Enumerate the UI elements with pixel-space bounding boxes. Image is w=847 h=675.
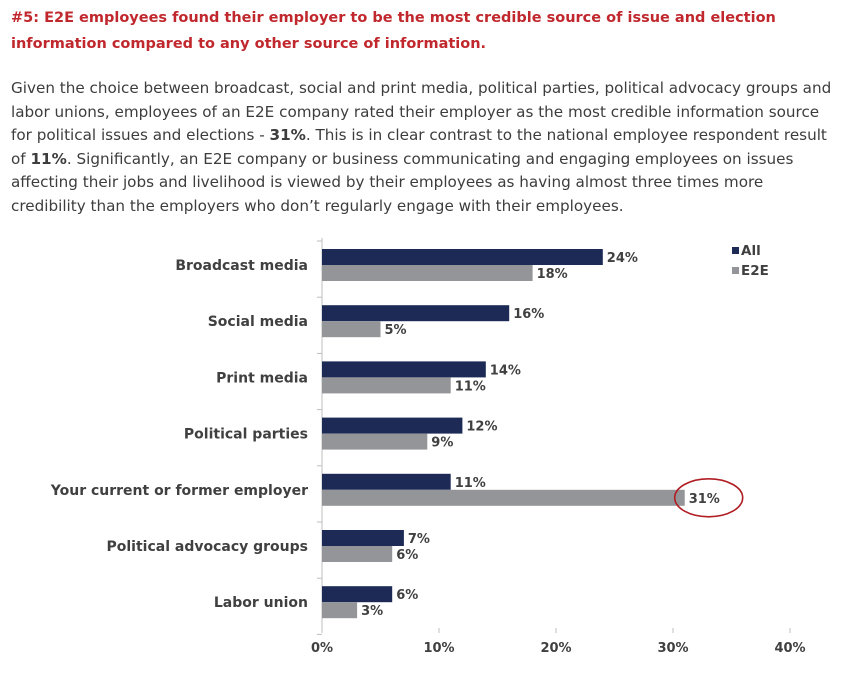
category-label-your-current-or-former-employer: Your current or former employer [50,483,308,499]
highlight-circle [673,477,744,518]
bar-all-broadcast-media [322,249,603,265]
category-label-print-media: Print media [216,370,308,386]
bar-all-your-current-or-former-employer [322,473,451,490]
bar-chart: Broadcast media 24% 18% Social media 16% 5% Pr… [50,238,806,656]
bar-all-social-media [322,305,510,322]
x-tick-label-30: 30% [657,641,688,656]
data-label-all-political-parties: 12% [466,420,497,435]
legend-label-e2e: E2E [741,263,769,279]
bar-e2e-print-media [322,377,451,394]
x-tick-label-0: 0% [311,641,333,656]
data-label-e2e-political-parties: 9% [431,436,453,451]
intro-text-2: . This is in clear contrast to the natio… [11,126,827,168]
bar-e2e-political-advocacy-groups [322,546,393,562]
bar-all-political-parties [322,417,463,434]
data-label-e2e-political-advocacy-groups: 6% [396,548,418,563]
bar-all-political-advocacy-groups [322,530,404,546]
data-label-e2e-print-media: 11% [455,379,486,394]
intro-paragraph: Given the choice between broadcast, soci… [11,77,841,218]
intro-bold-e2e-value: 31% [269,126,306,144]
data-label-all-political-advocacy-groups: 7% [408,532,430,547]
data-label-e2e-your-current-or-former-employer: 31% [689,492,720,507]
data-label-e2e-broadcast-media: 18% [537,267,568,282]
bar-e2e-social-media [322,321,381,338]
legend-swatch-e2e [732,267,739,274]
x-tick-label-20: 20% [540,641,571,656]
bar-e2e-political-parties [322,433,428,450]
category-label-political-parties: Political parties [184,427,308,443]
data-label-e2e-labor-union: 3% [361,604,383,619]
category-label-political-advocacy-groups: Political advocacy groups [106,539,308,555]
data-label-all-your-current-or-former-employer: 11% [455,476,486,491]
x-tick-label-40: 40% [774,641,805,656]
category-label-labor-union: Labor union [214,595,308,611]
data-label-all-print-media: 14% [490,363,521,378]
data-label-all-broadcast-media: 24% [607,251,638,266]
category-label-social-media: Social media [208,314,308,330]
category-label-broadcast-media: Broadcast media [175,258,308,274]
bar-e2e-labor-union [322,602,358,619]
bar-e2e-your-current-or-former-employer [322,489,685,506]
legend-swatch-all [732,247,739,254]
bar-e2e-broadcast-media [322,265,533,281]
data-label-all-labor-union: 6% [396,588,418,603]
x-tick-label-10: 10% [423,641,454,656]
bar-all-labor-union [322,586,393,603]
headline: #5: E2E employees found their employer t… [11,10,776,52]
intro-bold-national-value: 11% [30,149,67,168]
legend-label-all: All [741,243,761,259]
intro-text-1: Given the choice between broadcast, soci… [11,79,832,144]
data-label-all-social-media: 16% [513,307,544,322]
bar-all-print-media [322,361,486,378]
data-label-e2e-social-media: 5% [385,323,407,338]
intro-text-3: . Significantly, an E2E company or busin… [11,149,794,215]
